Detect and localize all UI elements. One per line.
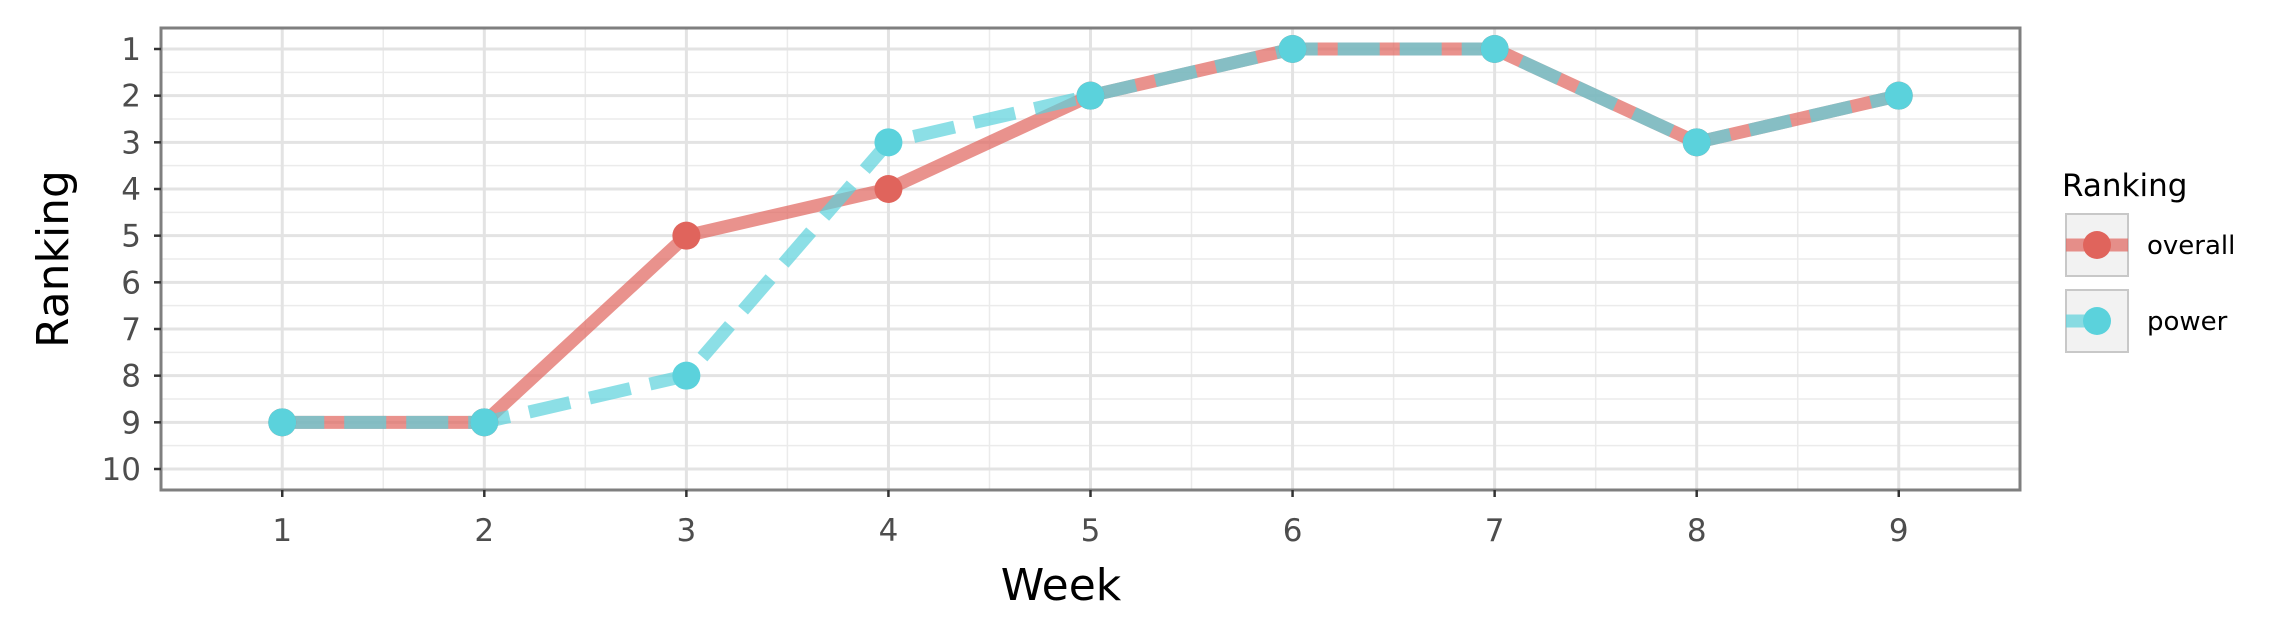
overall-data-point <box>672 221 701 250</box>
y-axis-ticks: 1 2 3 4 5 6 7 8 9 10 <box>102 32 161 488</box>
overall-legend-label: overall <box>2147 231 2235 261</box>
series-layer <box>268 35 1913 437</box>
power-data-point <box>1682 128 1711 157</box>
overall-data-point <box>874 175 903 203</box>
overall-legend-marker <box>2083 231 2111 259</box>
x-tick-label: 8 <box>1687 513 1707 549</box>
x-tick-label: 5 <box>1081 513 1101 549</box>
y-tick-label: 2 <box>121 79 141 115</box>
power-data-point <box>470 408 499 437</box>
x-tick-label: 3 <box>677 513 697 549</box>
x-tick-label: 2 <box>474 513 494 549</box>
x-tick-label: 1 <box>272 513 292 549</box>
y-tick-label: 7 <box>121 312 141 348</box>
power-data-point <box>1278 35 1307 63</box>
y-tick-label: 4 <box>121 172 141 208</box>
y-tick-label: 5 <box>121 219 141 255</box>
legend: Ranking overall power <box>2062 168 2235 353</box>
y-tick-label: 10 <box>102 452 141 488</box>
x-tick-label: 7 <box>1485 513 1505 549</box>
x-axis-ticks: 1 2 3 4 5 6 7 8 9 <box>272 490 1909 549</box>
power-data-point <box>672 361 701 390</box>
y-axis-title: Ranking <box>28 170 79 348</box>
y-tick-label: 1 <box>121 32 141 68</box>
legend-title: Ranking <box>2062 168 2187 204</box>
power-data-point <box>874 128 903 157</box>
y-tick-label: 9 <box>121 405 141 441</box>
power-data-point <box>1076 81 1105 110</box>
x-tick-label: 6 <box>1283 513 1303 549</box>
power-data-point <box>1884 81 1913 110</box>
power-data-point <box>1480 35 1509 63</box>
power-series-line <box>282 42 1901 429</box>
x-tick-label: 9 <box>1889 513 1909 549</box>
x-axis-title: Week <box>1001 560 1122 611</box>
power-legend-marker <box>2083 307 2111 335</box>
y-tick-label: 3 <box>121 125 141 161</box>
y-tick-label: 8 <box>121 359 141 395</box>
x-tick-label: 4 <box>879 513 899 549</box>
power-legend-label: power <box>2147 307 2228 337</box>
power-data-point <box>268 408 297 437</box>
y-tick-label: 6 <box>121 265 141 301</box>
